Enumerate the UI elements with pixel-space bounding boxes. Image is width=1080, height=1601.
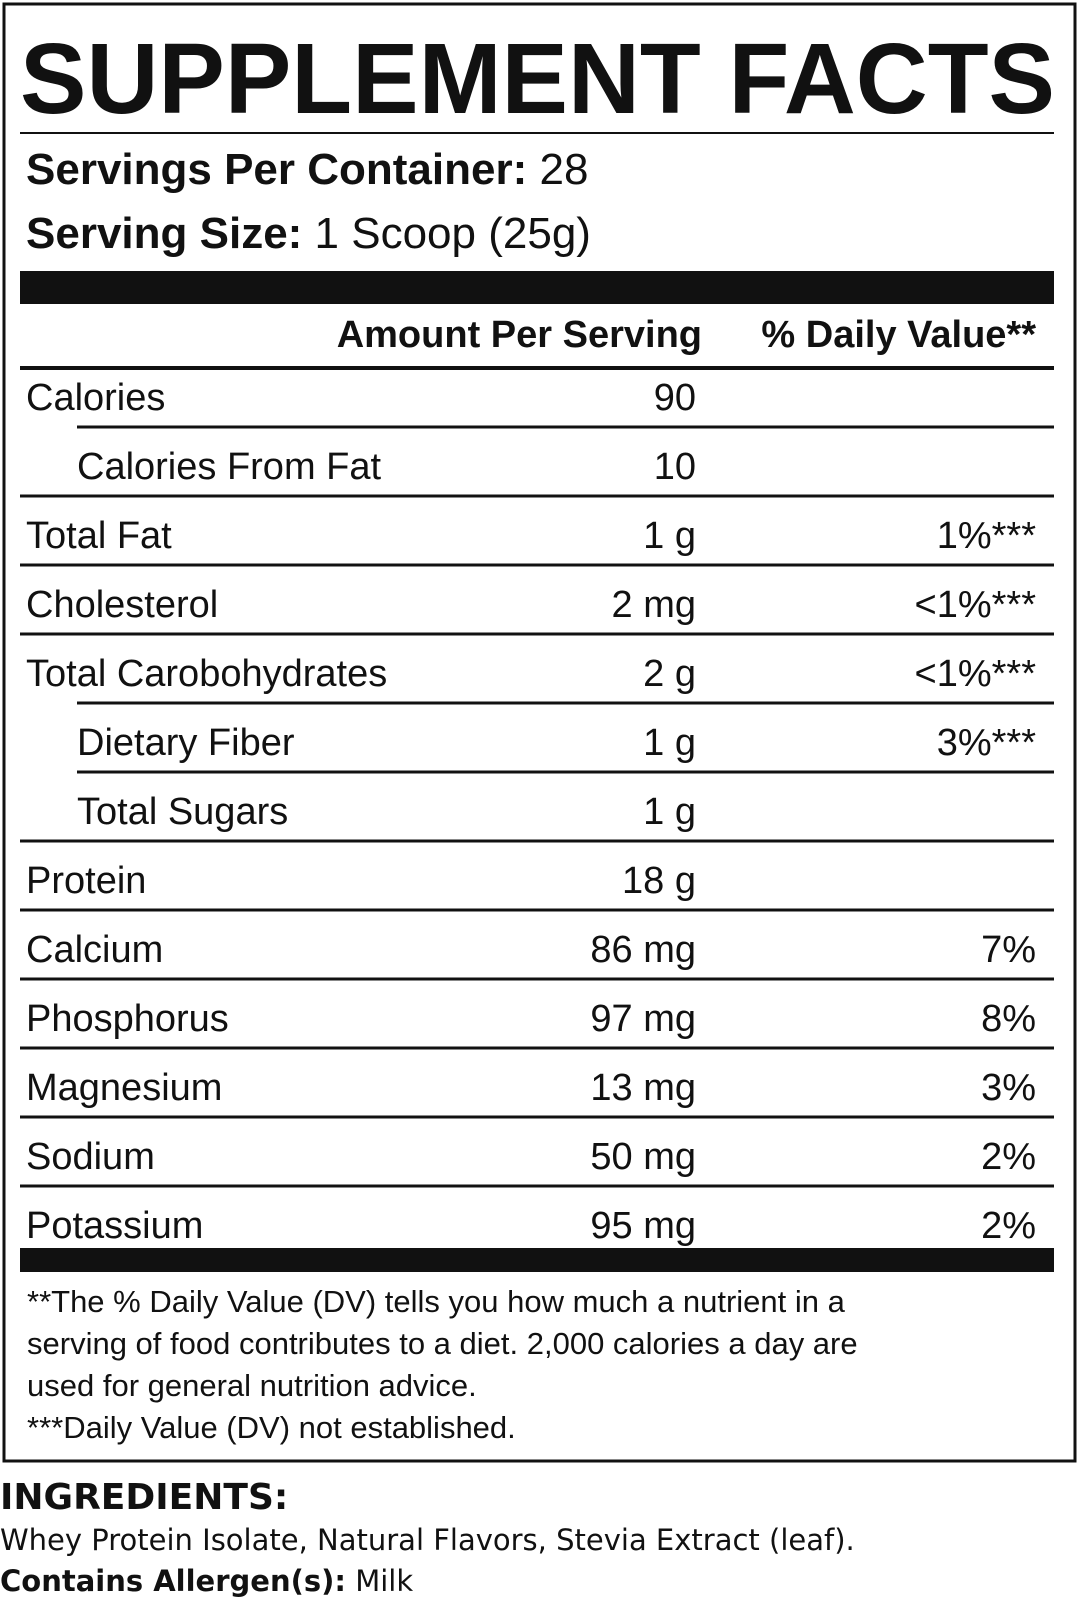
nutrient-name: Dietary Fiber [77,722,295,764]
nutrient-daily-value: 2% [981,1205,1036,1247]
nutrient-amount: 90 [654,377,696,419]
nutrient-amount: 86 mg [590,929,696,971]
footnote-line: serving of food contributes to a diet. 2… [27,1326,858,1361]
nutrient-daily-value: <1%*** [915,584,1037,626]
servings: Servings Per Container: 28 [26,145,588,194]
nutrient-amount: 97 mg [590,998,696,1040]
nutrient-name: Calcium [26,929,163,971]
nutrient-name: Cholesterol [26,584,218,626]
label-border [2,2,1077,1463]
allergens-label: Contains Allergen(s): [0,1564,346,1598]
nutrient-name: Calories [26,377,165,419]
nutrient-name: Total Sugars [77,791,288,833]
ingredients-text: Whey Protein Isolate, Natural Flavors, S… [0,1523,855,1557]
nutrient-rows: Calories 90 Calories From Fat 10 Total Fat 1 … [20,377,1054,1247]
nutrient-daily-value: 2% [981,1136,1036,1178]
allergens-value: Milk [355,1564,413,1598]
nutrient-name: Protein [26,860,146,902]
nutrient-amount: 10 [654,446,696,488]
nutrient-daily-value: 7% [981,929,1036,971]
nutrient-daily-value: 3%*** [937,722,1036,764]
nutrient-name: Total Carobohydrates [26,653,387,695]
servings-value: 28 [540,145,589,194]
footnote-line: ***Daily Value (DV) not established. [27,1410,516,1445]
nutrient-amount: 50 mg [590,1136,696,1178]
nutrient-name: Total Fat [26,515,172,557]
nutrient-amount: 18 g [622,860,696,902]
nutrient-amount: 95 mg [590,1205,696,1247]
ingredients-label: INGREDIENTS: [0,1477,288,1518]
nutrient-name: Magnesium [26,1067,222,1109]
footnote-line: used for general nutrition advice. [27,1368,477,1403]
nutrient-amount: 1 g [643,515,696,557]
nutrient-amount: 1 g [643,791,696,833]
nutrient-daily-value: 1%*** [937,515,1036,557]
footnotes: **The % Daily Value (DV) tells you how m… [27,1284,858,1445]
nutrient-name: Phosphorus [26,998,229,1040]
nutrient-daily-value: 3% [981,1067,1036,1109]
nutrient-amount: 13 mg [590,1067,696,1109]
nutrient-amount: 2 mg [612,584,696,626]
footnote-line: **The % Daily Value (DV) tells you how m… [27,1284,846,1319]
header-amount: Amount Per Serving [337,314,702,356]
thick-bar [20,1248,1054,1272]
nutrient-name: Calories From Fat [77,446,381,488]
serving-size-value: 1 Scoop (25g) [315,209,591,258]
nutrient-daily-value: 8% [981,998,1036,1040]
title: SUPPLEMENT FACTS [20,23,1055,135]
header-daily-value: % Daily Value** [761,314,1036,356]
nutrient-amount: 2 g [643,653,696,695]
serving-size: Serving Size: 1 Scoop (25g) [26,209,591,258]
nutrient-name: Potassium [26,1205,203,1247]
nutrient-daily-value: <1%*** [915,653,1037,695]
allergens: Contains Allergen(s): Milk [0,1564,413,1598]
serving-size-label: Serving Size: [26,209,302,258]
nutrient-name: Sodium [26,1136,155,1178]
thick-bar [20,271,1054,304]
servings-label: Servings Per Container: [26,145,527,194]
nutrient-amount: 1 g [643,722,696,764]
